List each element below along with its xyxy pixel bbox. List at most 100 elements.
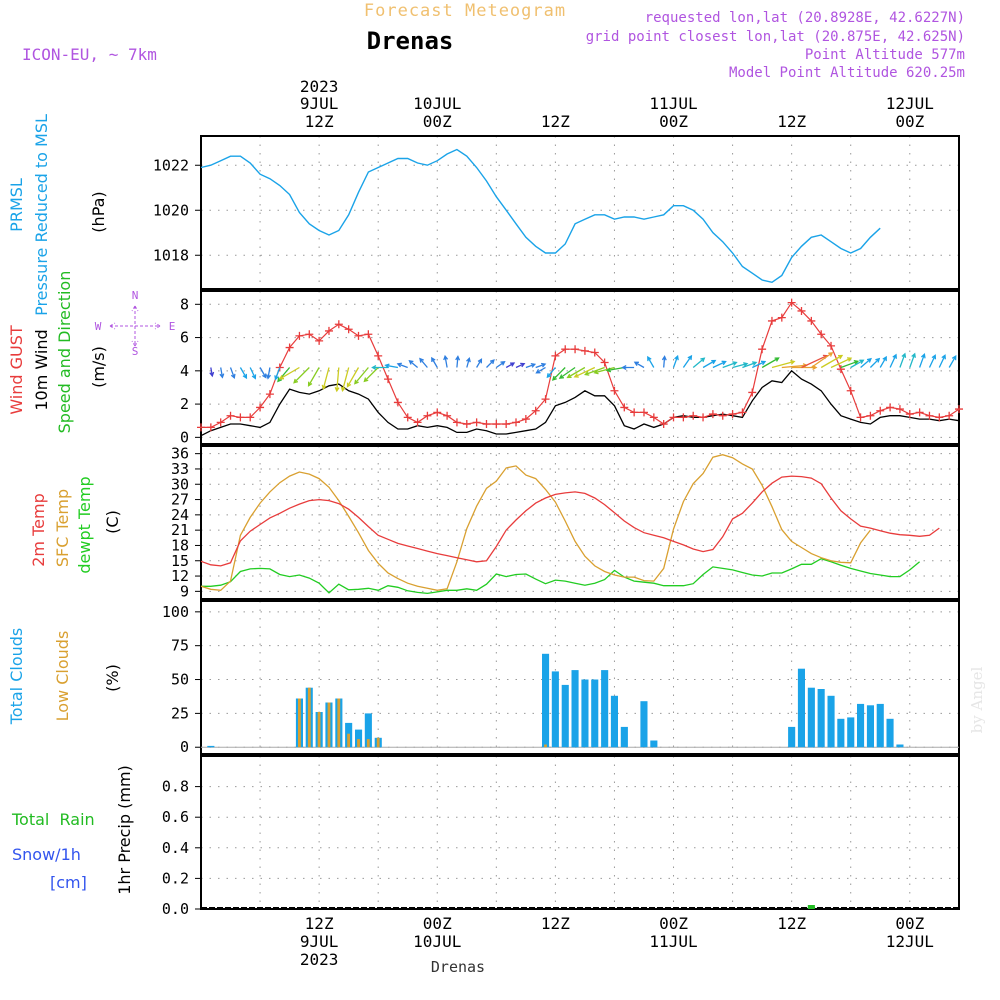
precip-unit: 1hr Precip (mm) — [115, 765, 134, 895]
panel-frame — [200, 135, 960, 290]
gust-marker — [197, 423, 205, 432]
wind-direction-arrow — [732, 362, 749, 369]
gust-marker — [787, 298, 796, 307]
top-year-label: 2023 — [300, 77, 339, 96]
y-tick-label: 25 — [171, 704, 189, 722]
wind-direction-arrow — [278, 366, 300, 380]
y-tick-label: 1022 — [153, 156, 189, 174]
total-clouds-bar — [551, 671, 559, 748]
gust-marker — [699, 413, 708, 422]
y-tick-label: 0 — [180, 428, 189, 446]
total-clouds-bar — [857, 703, 865, 748]
wind-direction-arrow — [889, 353, 897, 368]
bottom-date-label: 12JUL — [886, 932, 934, 951]
wind-direction-arrow — [840, 360, 860, 369]
total-clouds-bar — [364, 713, 372, 748]
top-date-label: 9JUL — [300, 94, 339, 113]
total-clouds-bar — [876, 703, 884, 748]
gust-marker — [216, 418, 225, 427]
wind-direction-arrow — [505, 362, 516, 369]
wind-unit: (m/s) — [89, 346, 108, 388]
gust-marker — [955, 405, 963, 414]
y-tick-label: 15 — [171, 552, 189, 570]
gust-marker — [580, 346, 589, 355]
gust-marker — [305, 330, 314, 339]
compass-rose-icon — [109, 305, 161, 347]
gust-marker — [531, 406, 540, 415]
wind-panel: 0 2 4 6 8 — [180, 290, 963, 446]
gust-marker — [590, 348, 599, 357]
wind-direction-arrow — [384, 363, 399, 369]
y-tick-label: 0 — [180, 738, 189, 756]
top-hour-label: 12Z — [305, 112, 334, 131]
gust-marker — [472, 418, 481, 427]
bottom-date-label: 9JUL — [300, 932, 339, 951]
top-hour-label: 12Z — [541, 112, 570, 131]
clouds-unit: (%) — [103, 664, 122, 692]
gust-marker — [886, 403, 895, 412]
y-tick-label: 6 — [180, 329, 189, 347]
footer-location: Drenas — [431, 958, 485, 976]
wind-direction-arrow — [515, 362, 526, 369]
total-clouds-bar — [355, 729, 363, 748]
temp-2m-label: 2m Temp — [29, 493, 48, 567]
precip-panel: 0.0 0.2 0.4 0.6 0.8 — [162, 755, 960, 918]
y-tick-label: 30 — [171, 475, 189, 493]
y-tick-label: 1018 — [153, 246, 189, 264]
pressure-unit: (hPa) — [89, 191, 108, 232]
bottom-hour-label: 00Z — [423, 914, 452, 933]
wind-direction-arrow — [476, 358, 483, 368]
total-clouds-bar — [797, 668, 805, 748]
wind-direction-arrow — [771, 359, 796, 369]
gust-marker — [827, 341, 836, 350]
y-tick-label: 0.6 — [162, 808, 189, 826]
gust-marker — [334, 320, 343, 329]
gust-marker — [452, 418, 461, 427]
y-tick-label: 2 — [180, 395, 189, 413]
wind-direction-arrow — [209, 367, 215, 378]
y-tick-label: 75 — [171, 637, 189, 655]
gust-marker — [462, 420, 471, 429]
total-clouds-bar — [620, 726, 628, 748]
gust-marker — [669, 413, 678, 422]
gust-marker — [295, 331, 304, 340]
grid-point-coords: grid point closest lon,lat (20.875E, 42.… — [586, 29, 965, 45]
gust-marker — [728, 410, 737, 419]
gust-marker — [206, 423, 215, 432]
wind-direction-arrow — [938, 354, 946, 368]
compass-n: N — [132, 289, 139, 302]
pressure-label-msl: Pressure Reduced to MSL — [32, 114, 51, 316]
gust-marker — [541, 395, 550, 404]
bottom-hour-label: 00Z — [659, 914, 688, 933]
wind-direction-arrow — [455, 355, 461, 368]
gust-marker — [708, 410, 717, 419]
gust-marker — [502, 420, 511, 429]
total-clouds-bar — [896, 744, 904, 748]
wind-direction-arrow — [408, 359, 419, 369]
wind-direction-arrow — [752, 360, 767, 369]
wind-direction-arrow — [810, 352, 834, 369]
temp-unit: (C) — [103, 510, 122, 534]
model-label: ICON-EU, ~ 7km — [22, 45, 157, 64]
gust-marker — [659, 420, 668, 429]
wind-direction-arrow — [909, 352, 916, 368]
total-clouds-bar — [207, 745, 215, 748]
dewpoint-line — [201, 557, 921, 595]
total-clouds-bar — [847, 717, 855, 748]
wind-direction-arrow — [850, 359, 865, 369]
wind-direction-arrow — [551, 367, 566, 381]
wind-direction-arrow — [274, 367, 281, 381]
side-labels: PRMSL Pressure Reduced to MSL (hPa) Wind GU… — [7, 114, 175, 895]
wind-direction-arrow — [229, 367, 236, 380]
total-clouds-bar — [650, 740, 658, 748]
wind-direction-arrow — [633, 361, 645, 369]
gust-marker — [285, 343, 294, 352]
bottom-date-label: 10JUL — [413, 932, 461, 951]
wind-direction-arrow — [558, 366, 576, 379]
low-clouds-bar — [366, 739, 370, 748]
total-clouds-bar — [837, 718, 845, 748]
y-tick-label: 12 — [171, 567, 189, 585]
gust-marker — [935, 413, 944, 422]
